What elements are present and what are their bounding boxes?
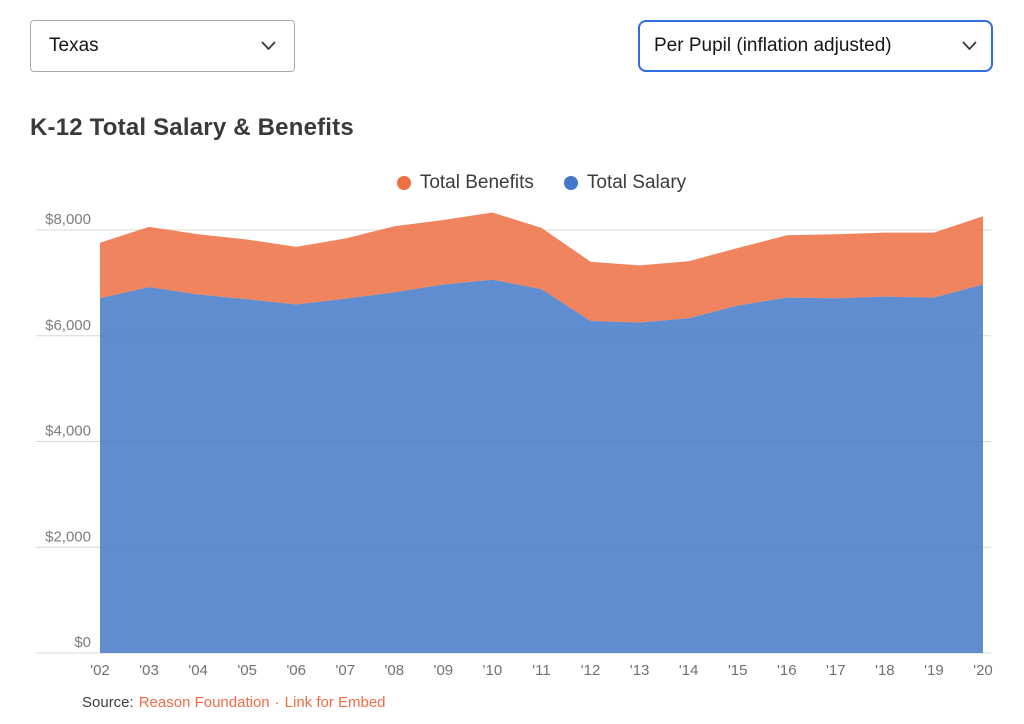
legend-dot-salary: [563, 176, 578, 190]
total-salary-area: [100, 279, 983, 653]
x-axis-tick-label: '17: [826, 662, 846, 679]
legend-label-benefits: Total Benefits: [419, 172, 534, 193]
source-prefix: Source:: [82, 694, 134, 711]
source-line: Source: Reason Foundation · Link for Emb…: [82, 694, 386, 711]
total-benefits-area: [100, 212, 983, 323]
x-axis-tick-label: '07: [335, 662, 355, 679]
x-axis-tick-label: '03: [139, 662, 159, 679]
x-axis-tick-label: '19: [924, 662, 944, 679]
y-axis-tick-label: $4,000: [45, 423, 91, 440]
source-link-embed[interactable]: Link for Embed: [284, 694, 386, 711]
x-axis-tick-label: '18: [875, 662, 895, 679]
chart-legend: Total Benefits Total Salary: [100, 172, 983, 194]
x-axis-tick-label: '05: [237, 662, 257, 679]
x-axis-tick-label: '08: [385, 662, 405, 679]
state-select[interactable]: Texas: [30, 20, 295, 72]
y-axis-tick-label: $8,000: [45, 211, 91, 228]
x-axis-tick-label: '16: [777, 662, 797, 679]
x-axis-tick-label: '10: [483, 662, 503, 679]
legend-item-total-salary[interactable]: Total Salary: [563, 172, 687, 194]
legend-item-total-benefits[interactable]: Total Benefits: [396, 172, 534, 194]
x-axis-tick-label: '06: [286, 662, 306, 679]
state-select-value: Texas: [49, 35, 99, 56]
x-axis-tick-label: '14: [679, 662, 699, 679]
x-axis-tick-label: '13: [630, 662, 650, 679]
metric-select-value: Per Pupil (inflation adjusted): [654, 35, 892, 56]
legend-label-salary: Total Salary: [586, 172, 687, 193]
y-axis-tick-label: $2,000: [45, 528, 91, 545]
x-axis-tick-label: '12: [581, 662, 601, 679]
source-separator: ·: [274, 694, 280, 711]
chevron-down-icon: [962, 41, 977, 51]
x-axis-tick-label: '09: [434, 662, 454, 679]
legend-dot-benefits: [396, 176, 411, 190]
x-axis-tick-label: '20: [973, 662, 993, 679]
chart-title: K-12 Total Salary & Benefits: [30, 114, 354, 141]
metric-select[interactable]: Per Pupil (inflation adjusted): [638, 20, 993, 72]
x-axis-tick-label: '02: [90, 662, 110, 679]
x-axis-tick-label: '04: [188, 662, 208, 679]
x-axis-tick-label: '15: [728, 662, 748, 679]
source-link-reason-foundation[interactable]: Reason Foundation: [138, 694, 270, 711]
chevron-down-icon: [261, 41, 276, 51]
x-axis-tick-label: '11: [532, 662, 550, 679]
stacked-area-chart: $0 $2,000 $4,000 $6,000 $8,000 '02 '03 '04 '05 '0…: [36, 211, 993, 679]
y-axis-tick-label: $6,000: [45, 317, 91, 334]
y-axis-tick-label: $0: [74, 634, 91, 651]
